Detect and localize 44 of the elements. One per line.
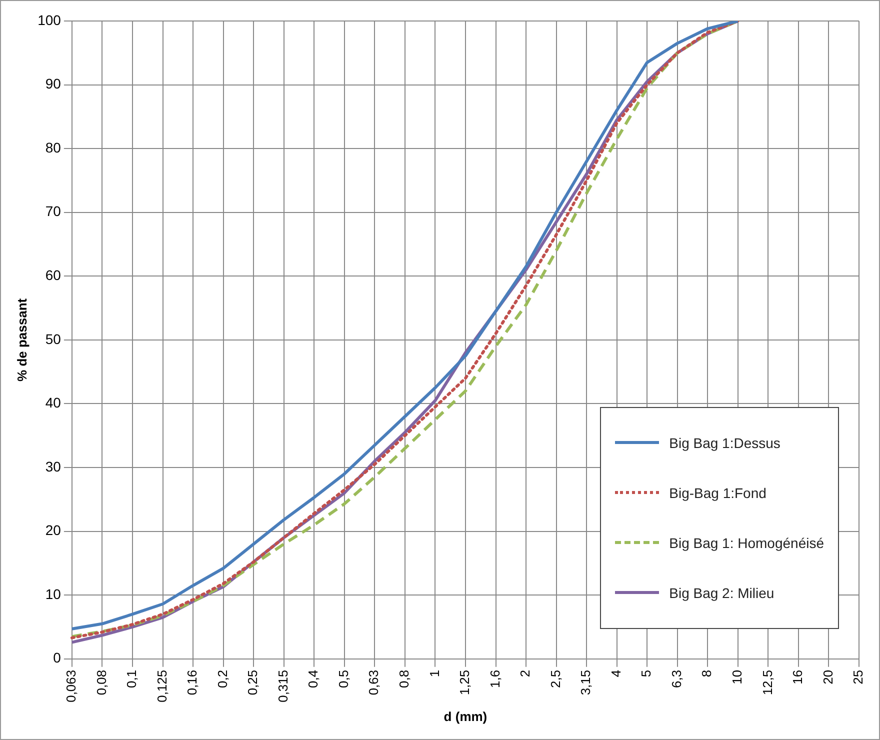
x-tick-label: 2 — [518, 670, 533, 678]
y-tick-label: 80 — [45, 139, 62, 156]
y-tick-label: 20 — [45, 522, 62, 538]
legend-label: Big Bag 2: Milieu — [669, 584, 774, 601]
x-tick-label: 10 — [729, 670, 744, 684]
x-tick-label: 6,3 — [668, 670, 684, 688]
y-tick-label: 40 — [45, 394, 62, 411]
x-tick-label: 1 — [426, 670, 442, 678]
x-tick-label: 20 — [820, 670, 836, 684]
x-tick-label: 16 — [790, 670, 806, 684]
x-axis-title: d (mm) — [444, 708, 488, 724]
y-tick-label: 0 — [53, 650, 62, 666]
x-tick-label: 0,315 — [275, 670, 290, 702]
x-tick-label: 0,125 — [154, 670, 170, 702]
x-tick-label: 0,63 — [366, 670, 382, 696]
x-tick-label: 0,25 — [245, 670, 260, 696]
x-tick-label: 12,5 — [760, 670, 775, 696]
x-tick-label: 0,8 — [396, 670, 412, 688]
x-tick-label: 0,4 — [306, 670, 321, 688]
x-tick-label: 0,5 — [336, 670, 351, 688]
x-tick-label: 25 — [850, 670, 866, 684]
y-tick-label: 50 — [45, 330, 62, 347]
legend-label: Big Bag 1:Dessus — [669, 434, 780, 451]
y-tick-label: 90 — [45, 76, 62, 92]
x-tick-label: 0,08 — [94, 670, 109, 696]
x-tick-label: 5 — [638, 670, 654, 678]
y-tick-label: 60 — [45, 267, 62, 284]
y-tick-label: 70 — [45, 203, 62, 220]
x-tick-label: 0,16 — [184, 670, 200, 696]
x-tick-label: 0,1 — [124, 670, 140, 688]
x-tick-label: 2,5 — [548, 670, 563, 688]
y-tick-label: 10 — [45, 586, 62, 602]
x-tick-label: 0,2 — [214, 670, 230, 688]
y-axis-title: % de passant — [14, 298, 30, 382]
x-tick-label: 0,063 — [64, 670, 79, 702]
x-tick-label: 1,25 — [457, 670, 472, 696]
y-tick-label: 30 — [45, 458, 62, 474]
x-tick-label: 3,15 — [578, 670, 594, 696]
x-tick-label: 1,6 — [487, 670, 502, 688]
x-tick-label: 4 — [608, 670, 624, 678]
legend-label: Big Bag 1: Homogénéisé — [669, 534, 824, 551]
y-tick-label: 100 — [38, 12, 62, 28]
x-tick-label: 8 — [699, 670, 714, 678]
legend-label: Big-Bag 1:Fond — [669, 484, 766, 501]
